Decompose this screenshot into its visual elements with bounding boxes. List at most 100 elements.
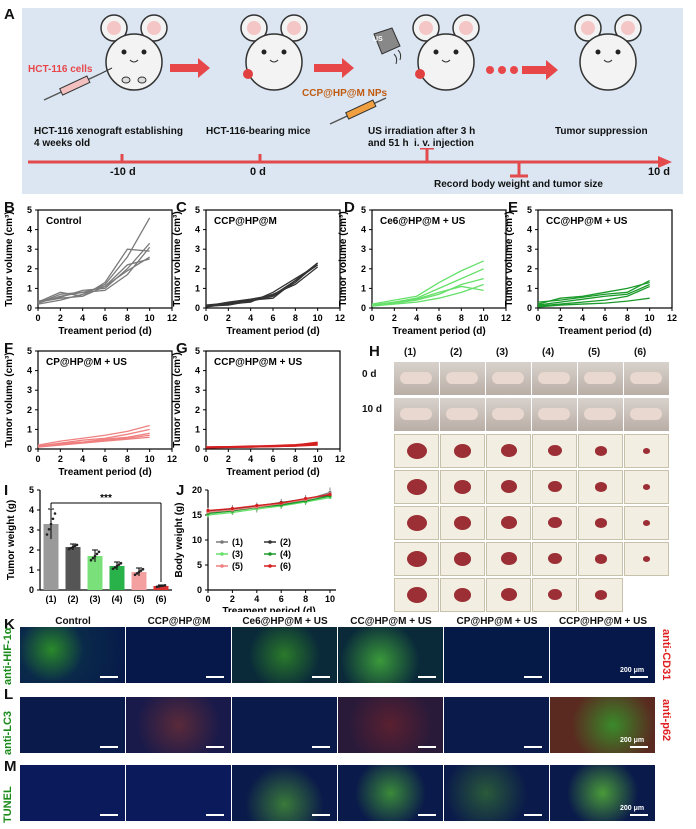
scale-bar <box>630 814 648 816</box>
mouse-body <box>584 408 616 420</box>
x-tick-label: 4 <box>248 313 253 323</box>
data-point <box>53 512 57 515</box>
microscopy-image <box>338 765 444 821</box>
y-tick-label: 3 <box>195 385 200 395</box>
tumor-photo <box>578 434 623 468</box>
panel-label-j: J <box>176 482 185 499</box>
data-point <box>47 527 51 531</box>
data-point <box>51 517 55 521</box>
x-tick-label: 8 <box>293 454 298 464</box>
y-axis-label: Tumor volume (cm³) <box>504 211 515 306</box>
tumor-specimen <box>454 515 471 530</box>
group-label: (5) <box>588 347 601 358</box>
x-tick-label: 10 <box>479 313 489 323</box>
panel-label-b: B <box>4 199 15 216</box>
x-axis-label: Treament period (d) <box>58 326 151 337</box>
panel-label-m: M <box>4 758 17 775</box>
data-point <box>159 584 163 588</box>
y-axis-label: Tumor volume (cm³) <box>172 211 183 306</box>
chart-title: CC@HP@M + US <box>546 216 628 227</box>
y-tick-label: 0 <box>27 303 32 313</box>
cells-label: HCT-116 cells <box>28 64 93 75</box>
step-3b-text: and 51 h <box>368 138 409 149</box>
data-point <box>93 554 97 558</box>
mouse-illustration-4 <box>574 14 642 91</box>
y-tick-label: 2 <box>361 264 366 274</box>
y-tick-label: 5 <box>27 346 32 356</box>
bar <box>153 586 169 590</box>
tumor-specimen <box>500 516 517 530</box>
scale-bar <box>206 814 224 816</box>
y-axis-label: Tumor volume (cm³) <box>172 352 183 447</box>
x-tick-label: 0 <box>35 313 40 323</box>
y-tick-label: 3 <box>527 244 532 254</box>
scale-bar-label: 200 μm <box>620 737 645 744</box>
tumor-specimen <box>500 552 517 566</box>
tumor-specimen <box>594 590 607 600</box>
y-tick-label: 20 <box>192 485 202 495</box>
x-tick-label: 12 <box>335 313 345 323</box>
scale-bar <box>312 746 330 748</box>
scale-bar <box>100 814 118 816</box>
y-tick-label: 0 <box>197 585 202 595</box>
x-tick-label: 8 <box>459 313 464 323</box>
data-point <box>111 567 115 571</box>
data-point <box>119 561 123 565</box>
y-tick-label: 5 <box>27 205 32 215</box>
group-label: (4) <box>542 347 555 358</box>
y-tick-label: 4 <box>361 225 366 235</box>
tumor-specimen <box>454 479 471 494</box>
x-tick-label: 2 <box>230 594 235 604</box>
scale-bar <box>312 676 330 678</box>
y-tick-label: 0 <box>361 303 366 313</box>
y-tick-label: 2 <box>29 545 34 555</box>
x-tick-label: 10 <box>145 454 155 464</box>
y-tick-label: 2 <box>195 405 200 415</box>
x-tick-label: 8 <box>125 454 130 464</box>
tumor-specimen <box>547 517 562 529</box>
x-axis-label: Treament period (d) <box>222 606 315 612</box>
chart-j: 0 2 4 6 8 10 0 5 10 15 20 Treament period (d) Body w… <box>174 485 336 612</box>
mouse-body <box>630 372 662 384</box>
panel-label-e: E <box>508 199 519 216</box>
x-tick-label: 2 <box>58 454 63 464</box>
scale-bar-label: 200 μm <box>620 805 645 812</box>
y-tick-label: 5 <box>195 205 200 215</box>
x-tick-label: 10 <box>645 313 655 323</box>
x-tick-label: 8 <box>293 313 298 323</box>
significance-label: *** <box>100 493 112 504</box>
y-tick-label: 2 <box>195 264 200 274</box>
step-2-text: HCT-116-bearing mice <box>206 126 311 137</box>
nps-label: CCP@HP@M NPs <box>302 88 388 99</box>
data-point <box>137 570 141 574</box>
data-point <box>135 572 139 575</box>
x-tick-label: 6 <box>279 594 284 604</box>
chart-title: CCP@HP@M + US <box>214 357 302 368</box>
legend-label: (4) <box>280 549 291 559</box>
x-tick-label: (5) <box>134 594 145 604</box>
y-tick-label: 15 <box>192 510 202 520</box>
y-axis-label: Tumor volume (cm³) <box>338 211 349 306</box>
legend-marker <box>268 564 272 568</box>
syringe-icon <box>43 67 113 101</box>
data-point <box>139 569 143 572</box>
y-tick-label: 3 <box>27 244 32 254</box>
x-tick-label: 2 <box>58 313 63 323</box>
us-probe-label: US <box>373 36 383 43</box>
day-label: 0 d <box>362 369 377 380</box>
dots-arrow-icon <box>486 60 558 80</box>
column-label: CCP@HP@M + US <box>558 616 648 627</box>
y-tick-label: 1 <box>361 283 366 293</box>
chart-title: Control <box>46 216 82 227</box>
microscopy-image <box>550 765 656 821</box>
series-line <box>205 264 319 308</box>
series-line <box>371 283 484 307</box>
y-tick-label: 1 <box>195 283 200 293</box>
mouse-body <box>446 372 478 384</box>
column-label: CP@HP@M + US <box>456 616 538 627</box>
column-label: Ce6@HP@M + US <box>242 616 328 627</box>
x-tick-label: 4 <box>80 313 85 323</box>
scale-bar <box>524 676 542 678</box>
